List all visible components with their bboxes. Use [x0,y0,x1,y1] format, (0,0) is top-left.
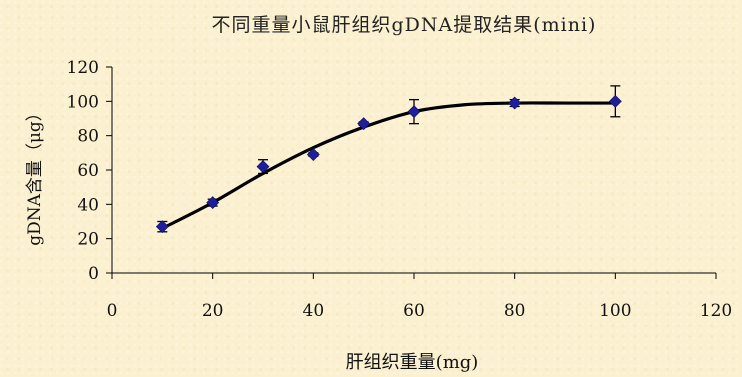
data-point-group [206,196,220,210]
data-point-group [608,85,622,118]
data-point [256,160,270,173]
x-tick-label: 40 [303,301,325,321]
x-axis-label: 肝组织重量(mg) [346,352,479,373]
data-point [206,196,220,210]
data-point [407,105,421,119]
y-tick-label: 100 [67,92,99,112]
x-tick-label: 120 [700,301,732,321]
data-point-group [256,159,270,175]
chart-title: 不同重量小鼠肝组织gDNA提取结果(mini) [212,14,597,36]
data-point-group [508,96,522,110]
fit-curve-line [161,101,616,230]
axes: 0 20 40 60 80 100 120 0 20 40 60 80 100 120 [67,58,733,321]
data-point-group [155,220,169,234]
points-layer [155,85,622,234]
data-point-group [306,148,320,161]
y-axis-label: gDNA含量（μg） [25,104,45,246]
data-point-group [357,117,371,131]
data-point-group [407,98,421,125]
x-tick-label: 60 [403,301,425,321]
y-tick-label: 20 [77,230,99,250]
y-tick-label: 80 [77,127,99,147]
x-tick-label: 0 [107,301,118,321]
x-tick-label: 80 [504,301,526,321]
data-point [306,148,320,161]
data-point [508,96,522,110]
fit-curve-layer [161,101,616,230]
y-tick-label: 40 [77,195,99,215]
data-point [608,94,622,108]
x-tick-label: 20 [202,301,224,321]
y-tick-label: 0 [88,264,99,284]
data-point [155,220,169,234]
data-point [357,117,371,131]
y-tick-label: 60 [77,161,99,181]
x-tick-label: 100 [599,301,631,321]
y-tick-label: 120 [67,58,99,78]
